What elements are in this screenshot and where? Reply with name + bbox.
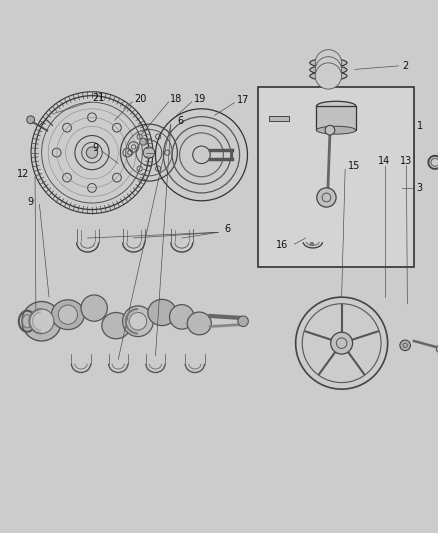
Circle shape bbox=[170, 304, 194, 329]
Ellipse shape bbox=[310, 66, 347, 74]
Ellipse shape bbox=[310, 59, 347, 67]
Circle shape bbox=[238, 316, 248, 327]
Ellipse shape bbox=[310, 71, 347, 80]
Text: 6: 6 bbox=[177, 116, 184, 126]
Text: 1: 1 bbox=[417, 122, 424, 131]
Circle shape bbox=[317, 188, 336, 207]
Text: 14: 14 bbox=[378, 156, 391, 166]
Text: 12: 12 bbox=[17, 168, 29, 179]
Text: 9: 9 bbox=[92, 143, 99, 154]
Bar bbox=[269, 116, 289, 122]
Circle shape bbox=[315, 56, 342, 83]
Ellipse shape bbox=[102, 312, 131, 339]
Bar bbox=[316, 106, 356, 130]
Text: 20: 20 bbox=[134, 94, 146, 104]
Circle shape bbox=[29, 309, 54, 334]
Circle shape bbox=[86, 147, 98, 158]
Circle shape bbox=[400, 340, 410, 351]
Circle shape bbox=[58, 305, 78, 324]
Circle shape bbox=[129, 312, 147, 330]
Circle shape bbox=[27, 116, 35, 124]
Ellipse shape bbox=[52, 300, 84, 329]
Text: 6: 6 bbox=[225, 224, 231, 235]
Text: 15: 15 bbox=[348, 161, 360, 171]
Circle shape bbox=[140, 138, 147, 145]
Text: 3: 3 bbox=[417, 183, 423, 192]
Circle shape bbox=[315, 63, 342, 89]
Ellipse shape bbox=[316, 126, 356, 134]
Circle shape bbox=[331, 332, 353, 354]
Text: 13: 13 bbox=[400, 156, 413, 166]
Circle shape bbox=[81, 295, 107, 321]
Circle shape bbox=[143, 147, 155, 158]
Text: 17: 17 bbox=[237, 95, 249, 105]
Ellipse shape bbox=[187, 312, 211, 335]
Circle shape bbox=[123, 306, 153, 336]
Circle shape bbox=[436, 345, 438, 353]
Circle shape bbox=[22, 302, 61, 341]
Text: 21: 21 bbox=[92, 93, 104, 103]
Ellipse shape bbox=[316, 101, 356, 111]
Text: 19: 19 bbox=[194, 94, 206, 104]
Ellipse shape bbox=[148, 300, 176, 326]
Circle shape bbox=[325, 125, 335, 135]
Text: 9: 9 bbox=[28, 197, 34, 207]
Text: 16: 16 bbox=[276, 240, 288, 251]
Circle shape bbox=[296, 297, 388, 389]
Text: 18: 18 bbox=[170, 94, 182, 104]
Circle shape bbox=[315, 50, 342, 76]
Circle shape bbox=[310, 242, 314, 246]
Bar bbox=[258, 87, 414, 266]
Text: 2: 2 bbox=[402, 61, 408, 71]
